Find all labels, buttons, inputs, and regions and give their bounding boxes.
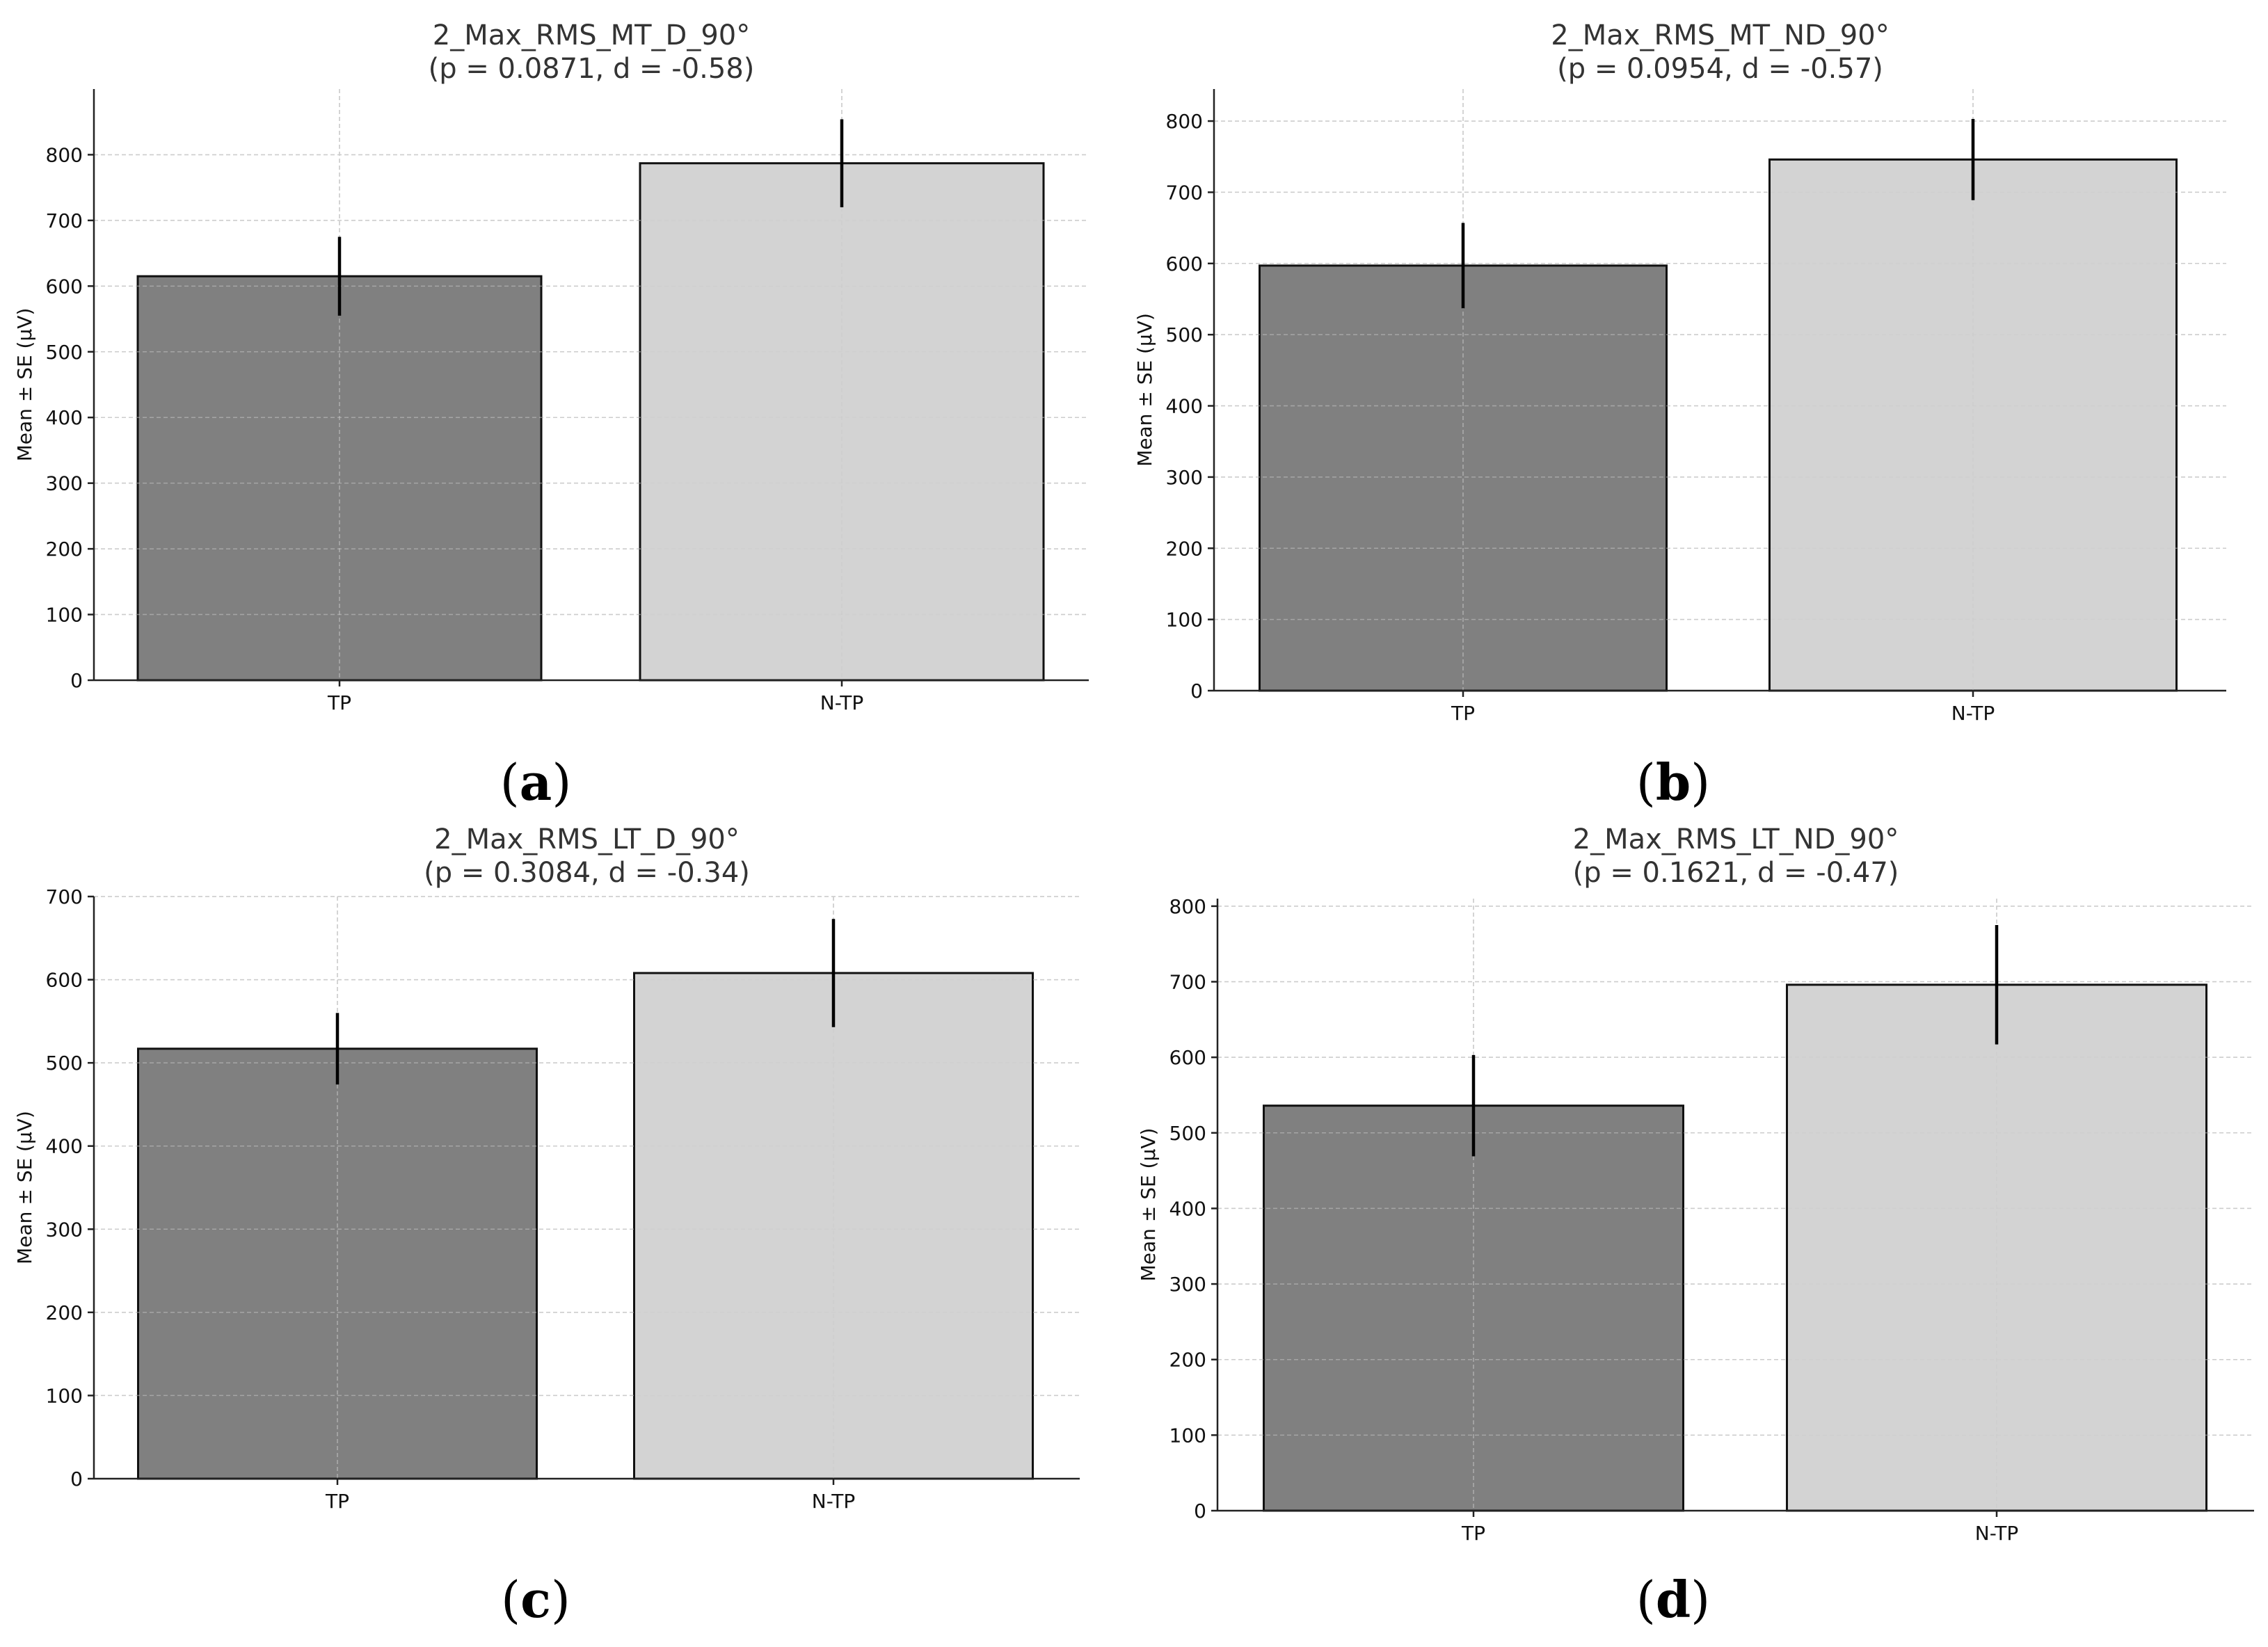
x-tick-label: TP <box>1451 702 1475 725</box>
x-tick-label: N-TP <box>1975 1522 2018 1545</box>
chart-subtitle: (p = 0.1621, d = -0.47) <box>1573 857 1899 889</box>
chart-title: 2_Max_RMS_MT_D_90° <box>433 19 750 51</box>
chart-subtitle: (p = 0.0871, d = -0.58) <box>429 53 755 85</box>
chart-panel-a: 0 100 200 300 400 500 600 700 800 TP N-TP Mean ± SE… <box>13 19 1089 812</box>
y-tick-label: 500 <box>46 341 83 364</box>
y-tick-label: 700 <box>1169 971 1206 994</box>
x-tick-label: TP <box>325 1490 349 1513</box>
y-tick-label: 0 <box>70 669 83 692</box>
panel-caption: (c) <box>501 1570 570 1629</box>
y-tick-label: 500 <box>1169 1122 1206 1145</box>
y-axis-label: Mean ± SE (μV) <box>1137 1128 1160 1282</box>
y-tick-label: 100 <box>1166 609 1203 632</box>
y-tick-label: 700 <box>46 885 83 908</box>
y-tick-label: 300 <box>46 1218 83 1241</box>
y-tick-label: 500 <box>1166 323 1203 346</box>
y-tick-label: 0 <box>1190 680 1203 702</box>
y-tick-label: 300 <box>1166 466 1203 489</box>
y-tick-label: 700 <box>46 209 83 232</box>
y-tick-label: 800 <box>1166 110 1203 133</box>
y-tick-label: 700 <box>1166 181 1203 204</box>
chart-subtitle: (p = 0.3084, d = -0.34) <box>424 857 750 889</box>
chart-panel-c: 0 100 200 300 400 500 600 700 TP N-TP Mean ± SE (μ… <box>13 824 1080 1629</box>
panel-letter: b <box>1656 753 1691 812</box>
y-tick-label: 800 <box>46 143 83 166</box>
y-tick-label: 500 <box>46 1052 83 1075</box>
x-tick-label: N-TP <box>812 1490 855 1513</box>
y-tick-label: 100 <box>1169 1424 1206 1447</box>
y-tick-label: 400 <box>1169 1197 1206 1220</box>
chart-title: 2_Max_RMS_LT_D_90° <box>434 824 740 855</box>
y-tick-label: 200 <box>46 538 83 561</box>
y-axis-label: Mean ± SE (μV) <box>13 1111 36 1264</box>
y-tick-label: 400 <box>46 1135 83 1158</box>
chart-panel-d: 0 100 200 300 400 500 600 700 800 TP N-TP Mean ± SE… <box>1137 824 2254 1629</box>
chart-subtitle: (p = 0.0954, d = -0.57) <box>1557 53 1883 85</box>
y-tick-label: 600 <box>1169 1046 1206 1069</box>
y-axis-label: Mean ± SE (μV) <box>13 308 36 462</box>
y-tick-label: 600 <box>46 275 83 298</box>
y-axis-label: Mean ± SE (μV) <box>1133 313 1156 467</box>
x-tick-label: N-TP <box>1951 702 1995 725</box>
panel-caption: (d) <box>1636 1570 1711 1629</box>
panel-letter: a <box>520 753 552 812</box>
y-tick-label: 600 <box>46 969 83 992</box>
panel-letter: c <box>520 1570 551 1629</box>
y-tick-label: 0 <box>70 1468 83 1491</box>
x-tick-label: TP <box>327 691 351 714</box>
y-tick-label: 200 <box>1166 537 1203 560</box>
y-tick-label: 100 <box>46 1384 83 1407</box>
chart-panel-b: 0 100 200 300 400 500 600 700 800 TP N-TP Mean ± SE… <box>1133 19 2226 812</box>
y-tick-label: 600 <box>1166 252 1203 275</box>
x-tick-label: TP <box>1461 1522 1485 1545</box>
y-tick-label: 200 <box>46 1301 83 1324</box>
chart-title: 2_Max_RMS_MT_ND_90° <box>1551 19 1889 51</box>
panel-caption: (b) <box>1636 753 1711 812</box>
y-tick-label: 300 <box>1169 1273 1206 1296</box>
bar-n-tp <box>639 162 1045 682</box>
y-tick-label: 100 <box>46 604 83 627</box>
panel-caption: (a) <box>500 753 572 812</box>
y-tick-label: 0 <box>1194 1500 1206 1523</box>
chart-title: 2_Max_RMS_LT_ND_90° <box>1573 824 1899 855</box>
y-tick-label: 300 <box>46 472 83 495</box>
y-tick-label: 400 <box>1166 395 1203 418</box>
panel-letter: d <box>1656 1570 1691 1629</box>
y-tick-label: 400 <box>46 406 83 429</box>
y-tick-label: 200 <box>1169 1349 1206 1372</box>
x-tick-label: N-TP <box>820 691 863 714</box>
y-tick-label: 800 <box>1169 895 1206 918</box>
